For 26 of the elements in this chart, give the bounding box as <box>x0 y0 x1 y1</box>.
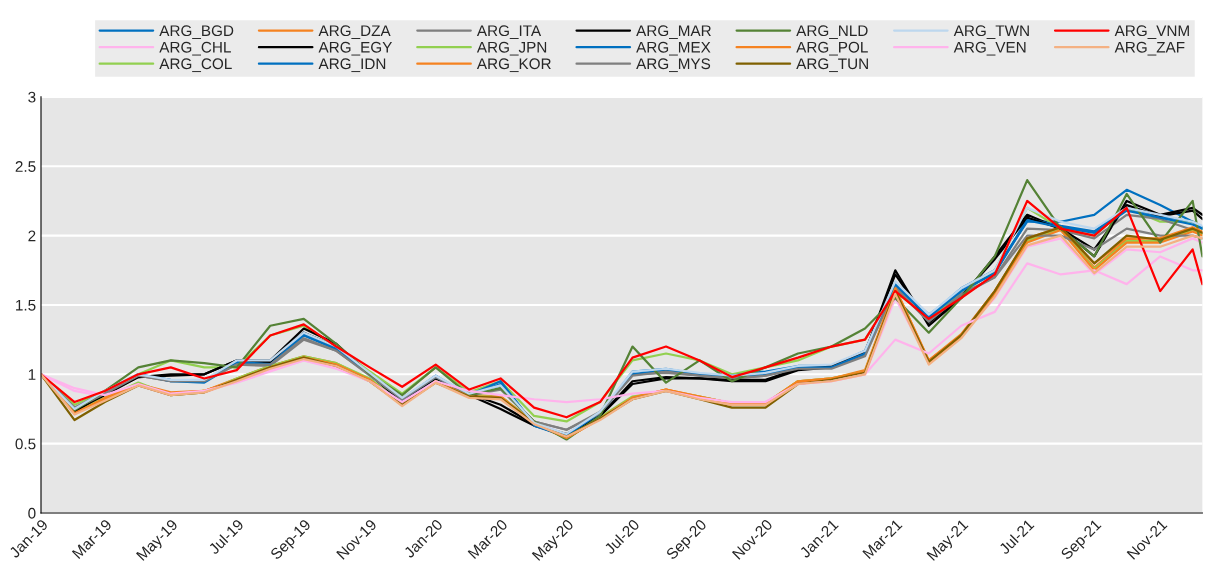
legend-label: ARG_MAR <box>636 25 711 39</box>
legend-label: ARG_ZAF <box>1114 41 1185 56</box>
legend-label: ARG_DZA <box>318 25 391 39</box>
legend-label: ARG_TUN <box>796 58 868 73</box>
legend-label: ARG_MEX <box>636 41 711 56</box>
legend-label: ARG_IDN <box>318 58 386 73</box>
legend-label: ARG_MYS <box>636 58 711 73</box>
legend-label: ARG_TWN <box>953 25 1029 39</box>
y-tick-label: 0 <box>28 507 36 519</box>
y-tick-label: 2.5 <box>15 161 36 172</box>
legend-label: ARG_VNM <box>1114 25 1189 39</box>
legend-label: ARG_EGY <box>318 41 393 56</box>
legend-label: ARG_POL <box>796 41 868 56</box>
legend-label: ARG_BGD <box>159 25 234 39</box>
legend-label: ARG_CHL <box>159 41 231 56</box>
legend-label: ARG_KOR <box>476 58 551 73</box>
y-tick-label: 0.5 <box>15 438 36 450</box>
legend-label: ARG_JPN <box>476 41 547 56</box>
y-tick-label: 1.5 <box>16 299 36 311</box>
y-tick-label: 1 <box>28 369 36 380</box>
y-tick-label: 2 <box>28 230 36 242</box>
y-tick-label: 3 <box>28 91 36 103</box>
legend-label: ARG_ITA <box>476 25 542 39</box>
legend-label: ARG_COL <box>159 58 232 73</box>
legend-label: ARG_VEN <box>953 41 1026 56</box>
legend-label: ARG_NLD <box>796 25 868 39</box>
